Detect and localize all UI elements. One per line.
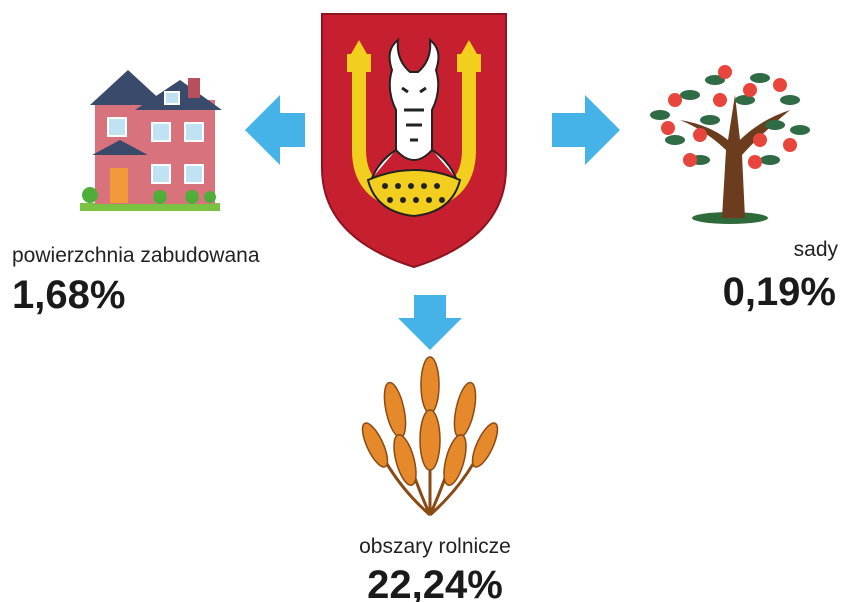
infographic: powierzchnia zabudowana 1,68% sady 0,19%…: [0, 0, 846, 602]
value: 0,19%: [723, 270, 836, 314]
value: 22,24%: [367, 563, 503, 602]
coat-of-arms: [322, 14, 506, 267]
value: 1,68%: [12, 273, 125, 317]
label: sady: [794, 238, 839, 261]
arrow-left: [245, 95, 305, 165]
house-icon: [80, 70, 222, 211]
arrow-down: [398, 295, 462, 350]
arrow-right: [552, 95, 620, 165]
wheat-icon: [358, 357, 503, 515]
label: powierzchnia zabudowana: [12, 244, 260, 267]
tree-icon: [650, 65, 810, 224]
label: obszary rolnicze: [359, 535, 511, 558]
page: powierzchnia zabudowana 1,68% sady 0,19%…: [0, 0, 846, 602]
